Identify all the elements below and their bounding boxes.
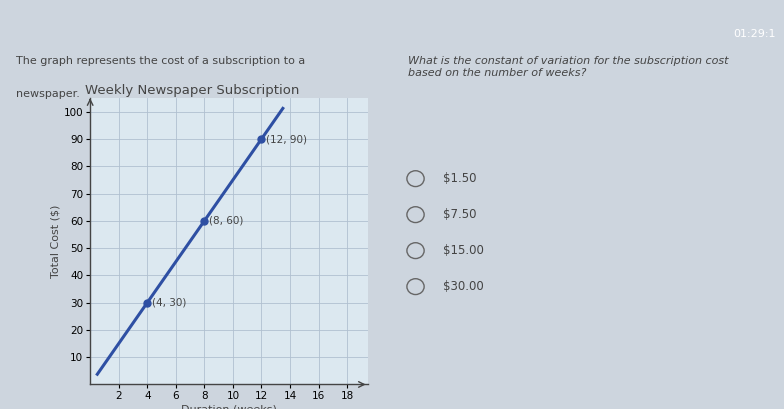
Text: $30.00: $30.00 <box>443 280 484 293</box>
Text: (8, 60): (8, 60) <box>209 216 243 226</box>
Text: What is the constant of variation for the subscription cost
based on the number : What is the constant of variation for th… <box>408 56 728 78</box>
Text: newspaper.: newspaper. <box>16 89 79 99</box>
Text: 01:29:1: 01:29:1 <box>734 29 776 39</box>
Text: Weekly Newspaper Subscription: Weekly Newspaper Subscription <box>85 84 299 97</box>
Y-axis label: Total Cost ($): Total Cost ($) <box>51 204 61 278</box>
Text: (12, 90): (12, 90) <box>266 134 307 144</box>
Text: The graph represents the cost of a subscription to a: The graph represents the cost of a subsc… <box>16 56 305 66</box>
X-axis label: Duration (weeks): Duration (weeks) <box>181 404 278 409</box>
Text: $15.00: $15.00 <box>443 244 484 257</box>
Text: $1.50: $1.50 <box>443 172 477 185</box>
Text: $7.50: $7.50 <box>443 208 477 221</box>
Text: (4, 30): (4, 30) <box>151 298 186 308</box>
